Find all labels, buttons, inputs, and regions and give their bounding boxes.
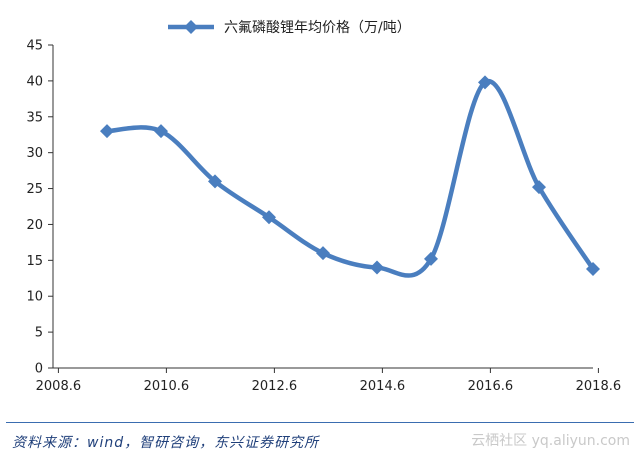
axes [52, 45, 593, 369]
data-point-marker [586, 261, 600, 276]
data-point-marker [208, 174, 222, 189]
y-tick-label: 5 [35, 326, 43, 341]
legend-marker [184, 20, 198, 34]
legend-label: 六氟磷酸锂年均价格（万/吨） [224, 20, 411, 36]
data-point-marker [262, 210, 276, 225]
data-point-marker [478, 75, 492, 90]
watermark: 云栖社区 yq.aliyun.com [471, 433, 630, 449]
y-axis-ticks: 0 5 10 15 20 25 30 35 40 45 [26, 39, 53, 377]
chart: 0 5 10 15 20 25 30 35 40 45 2008.6 2010.6 2012.6 201… [26, 20, 622, 394]
y-tick-label: 40 [26, 74, 43, 89]
data-point-marker [316, 246, 330, 261]
y-tick-label: 45 [26, 39, 43, 54]
data-point-marker [424, 251, 438, 266]
data-point-marker [532, 180, 546, 195]
source-note: 资料来源：wind，智研咨询，东兴证券研究所 [12, 435, 320, 451]
x-axis-ticks: 2008.6 2010.6 2012.6 2014.6 2016.6 2018.6 [36, 368, 622, 394]
series-line [106, 78, 595, 278]
x-tick-label: 2014.6 [360, 379, 406, 394]
y-tick-label: 10 [26, 290, 43, 305]
y-tick-label: 35 [26, 110, 43, 125]
x-tick-label: 2016.6 [468, 379, 514, 394]
y-tick-label: 25 [26, 182, 43, 197]
legend: 六氟磷酸锂年均价格（万/吨） [168, 20, 411, 36]
x-tick-label: 2018.6 [576, 379, 622, 394]
y-tick-label: 0 [35, 362, 43, 377]
data-point-marker [370, 260, 384, 275]
y-tick-label: 30 [26, 146, 43, 161]
y-tick-label: 15 [26, 254, 43, 269]
x-tick-label: 2010.6 [144, 379, 190, 394]
footer-divider [6, 422, 634, 423]
data-point-marker [154, 124, 168, 139]
x-tick-label: 2012.6 [252, 379, 298, 394]
y-tick-label: 20 [26, 218, 43, 233]
series-layer [100, 75, 600, 278]
data-point-marker [100, 124, 114, 139]
x-tick-label: 2008.6 [36, 379, 82, 394]
